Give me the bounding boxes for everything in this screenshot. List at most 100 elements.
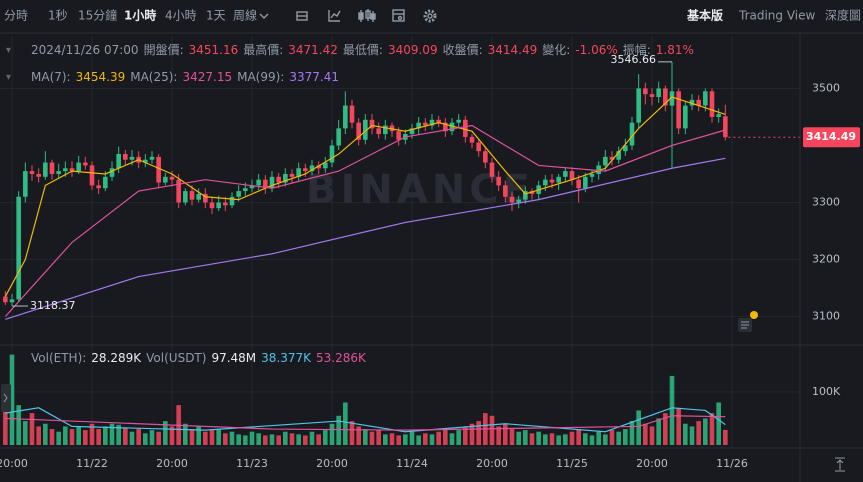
- dropdown-arrow[interactable]: [259, 13, 269, 19]
- volume-bar: [676, 407, 681, 445]
- volume-bar: [263, 435, 268, 445]
- volume-bar: [309, 431, 315, 445]
- drawing-icon[interactable]: [328, 10, 341, 22]
- candle-body: [256, 179, 261, 186]
- view-tab[interactable]: 基本版: [686, 8, 723, 23]
- candle-body: [523, 191, 528, 200]
- candle-body: [176, 179, 181, 203]
- candle-body: [476, 142, 481, 152]
- candle-body: [29, 171, 35, 174]
- info-time: 2024/11/26 07:00: [31, 43, 139, 57]
- volume-bar: [569, 431, 575, 445]
- candle-type-icon[interactable]: [358, 9, 376, 22]
- volume-bar: [43, 423, 48, 445]
- legend-label: MA(99):: [237, 70, 284, 84]
- candle-body: [463, 119, 468, 137]
- candle-body: [449, 122, 455, 132]
- candle-body: [556, 176, 561, 183]
- candle-body: [336, 128, 341, 146]
- axis-settings-icon[interactable]: [835, 457, 845, 472]
- legend-value: 53.286K: [316, 351, 367, 365]
- x-tick-label: 20:00: [636, 457, 668, 470]
- volume-bar: [663, 413, 668, 445]
- candle-body: [663, 88, 668, 106]
- settings-icon[interactable]: [423, 9, 437, 23]
- template-icon[interactable]: [392, 9, 405, 22]
- candle-body: [323, 162, 328, 169]
- note-icon[interactable]: [738, 311, 758, 332]
- candle-body: [209, 202, 215, 209]
- volume-bar: [703, 418, 708, 445]
- info-label: 最高價:: [243, 42, 283, 57]
- candle-body: [583, 176, 588, 189]
- candle-body: [149, 156, 155, 160]
- indicator-icon[interactable]: [296, 11, 308, 21]
- x-tick-label: 20:00: [0, 457, 28, 470]
- x-tick-label: 11/23: [236, 457, 268, 470]
- volume-bar: [223, 433, 228, 445]
- candle-body: [683, 105, 688, 129]
- volume-bar: [689, 426, 695, 445]
- collapse-icon[interactable]: ▾: [6, 45, 11, 56]
- interval-tab[interactable]: 4小時: [165, 9, 197, 23]
- candle-body: [123, 154, 128, 160]
- interval-tab[interactable]: 分時: [4, 9, 28, 23]
- candle-body: [309, 165, 315, 172]
- info-value: 3451.16: [189, 43, 239, 57]
- ma-line: [4, 96, 726, 297]
- expand-button[interactable]: [1, 384, 11, 412]
- candle-body: [716, 114, 721, 117]
- interval-tab[interactable]: 周線: [233, 8, 257, 23]
- volume-bar: [609, 430, 615, 445]
- candle-body: [9, 299, 15, 303]
- candle-body: [723, 116, 728, 138]
- interval-tab[interactable]: 1秒: [48, 9, 68, 23]
- candle-body: [163, 176, 168, 183]
- legend-value: 38.377K: [261, 351, 312, 365]
- candle-body: [636, 88, 641, 123]
- legend-label: MA(7):: [31, 70, 71, 84]
- volume-bar: [189, 429, 195, 445]
- volume-bar: [536, 431, 541, 445]
- candle-body: [383, 125, 388, 135]
- view-tab[interactable]: 深度圖: [825, 8, 861, 23]
- volume-bar: [623, 429, 628, 445]
- legend-value: 3454.39: [76, 70, 126, 84]
- ma-lines: [4, 96, 726, 433]
- candle-body: [216, 202, 221, 209]
- volume-bar: [49, 429, 55, 445]
- legend-label: Vol(USDT): [146, 351, 206, 365]
- interval-tab[interactable]: 1小時: [124, 8, 156, 23]
- volume-bar: [256, 433, 261, 445]
- volume-bar: [589, 435, 595, 445]
- candle-body: [509, 196, 515, 203]
- volume-bar: [509, 429, 515, 445]
- volume-bar: [109, 423, 115, 445]
- volume-bar: [643, 423, 648, 445]
- candle-body: [423, 122, 428, 126]
- candle-body: [63, 168, 68, 172]
- volume-bar: [203, 431, 208, 445]
- candle-body: [283, 173, 288, 183]
- candle-body: [16, 196, 21, 300]
- collapse-icon[interactable]: ▾: [6, 72, 11, 83]
- interval-tab[interactable]: 15分鐘: [78, 8, 117, 23]
- volume-bar: [649, 426, 655, 445]
- x-tick-label: 20:00: [156, 457, 188, 470]
- candle-body: [89, 165, 95, 186]
- candle-body: [56, 171, 61, 174]
- volume-bar: [683, 423, 688, 445]
- volume-bar: [89, 423, 95, 445]
- interval-tab[interactable]: 1天: [206, 9, 226, 23]
- candle-body: [489, 162, 495, 177]
- volume-bar: [616, 431, 621, 445]
- candle-body: [616, 151, 621, 160]
- info-value: 3414.49: [488, 43, 538, 57]
- volume-bar: [36, 426, 41, 445]
- volume-bar: [69, 429, 75, 445]
- view-tab[interactable]: Trading View: [738, 9, 816, 23]
- candle-body: [329, 145, 335, 163]
- volume-bar: [169, 426, 175, 445]
- volume-bar: [696, 421, 701, 445]
- x-tick-label: 11/22: [76, 457, 108, 470]
